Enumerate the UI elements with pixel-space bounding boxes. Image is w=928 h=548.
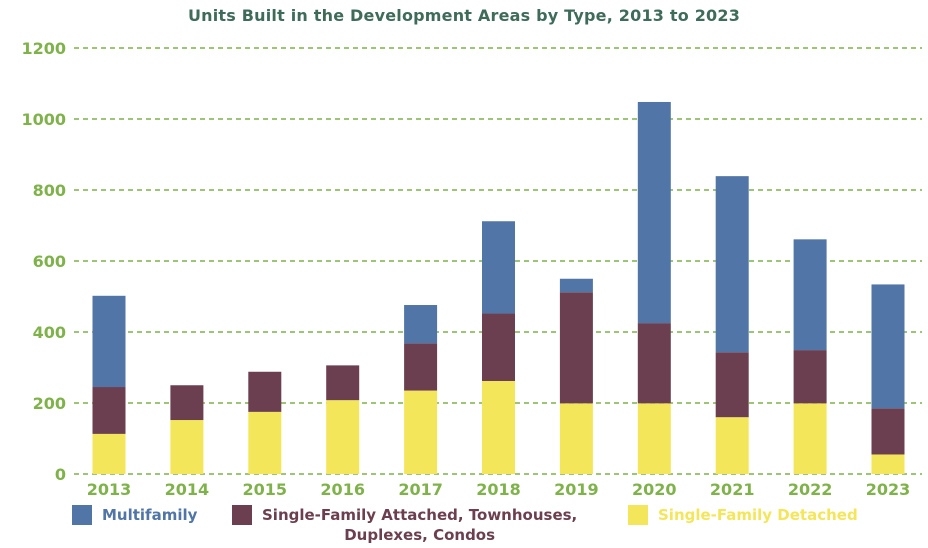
bar-segment — [326, 400, 360, 474]
bar-segment — [559, 278, 593, 293]
bar-segment — [482, 380, 515, 474]
x-tick-label: 2016 — [320, 480, 365, 499]
y-tick-label: 1000 — [21, 110, 66, 129]
bar-segment — [248, 371, 282, 412]
legend-swatch-multifamily — [72, 505, 92, 525]
legend-item-multifamily: Multifamily — [72, 505, 197, 525]
bar-segment — [793, 239, 827, 351]
y-tick-label: 600 — [33, 252, 66, 271]
x-tick-label: 2014 — [165, 480, 210, 499]
x-tick-label: 2015 — [243, 480, 288, 499]
bar-segment — [170, 385, 204, 421]
bar-segment — [715, 352, 749, 418]
bar-segment — [637, 101, 671, 324]
x-tick-label: 2018 — [476, 480, 521, 499]
bar-segment — [92, 387, 126, 434]
bar-segment — [559, 403, 593, 474]
y-tick-label: 0 — [55, 465, 66, 484]
bar-segment — [248, 411, 282, 474]
legend-label-line-1: Single-Family Attached, Townhouses, — [262, 506, 578, 524]
bar-segment — [404, 390, 438, 474]
bar-segment — [793, 350, 827, 404]
legend-swatch-single-family-attached — [232, 505, 252, 525]
bar-segment — [871, 284, 905, 409]
x-tick-labels: 2013 2014 2015 2016 2017 2018 2019 2020 2021 2022… — [87, 480, 911, 499]
x-tick-label: 2017 — [398, 480, 443, 499]
x-tick-label: 2020 — [632, 480, 677, 499]
y-tick-label: 400 — [33, 323, 66, 342]
x-tick-label: 2019 — [554, 480, 599, 499]
x-tick-label: 2023 — [866, 480, 911, 499]
y-tick-label: 1200 — [21, 39, 66, 58]
legend-item-single-family-detached: Single-Family Detached — [628, 505, 858, 525]
chart-legend: Multifamily Single-Family Attached, Town… — [0, 505, 928, 548]
bar-segment — [404, 305, 438, 344]
bar-segment — [404, 343, 438, 391]
chart-title: Units Built in the Development Areas by … — [187, 6, 741, 25]
bar-segment — [92, 433, 126, 474]
legend-swatch-single-family-detached — [628, 505, 648, 525]
bar-segment — [871, 454, 905, 474]
legend-label-line-2: Duplexes, Condos — [344, 526, 496, 544]
bar-segment — [637, 323, 671, 404]
y-tick-label: 200 — [33, 394, 66, 413]
y-tick-labels: 0 200 400 600 800 1000 1200 — [21, 39, 66, 484]
bar-segment — [482, 313, 515, 381]
y-tick-label: 800 — [33, 181, 66, 200]
x-tick-label: 2021 — [710, 480, 755, 499]
bar-segment — [482, 221, 515, 314]
bar-segment — [871, 408, 905, 455]
x-tick-label: 2022 — [788, 480, 833, 499]
x-tick-label: 2013 — [87, 480, 132, 499]
legend-label-single-family-detached: Single-Family Detached — [658, 506, 858, 524]
bars — [92, 101, 905, 474]
legend-item-single-family-attached: Single-Family Attached, Townhouses, Dupl… — [232, 505, 577, 545]
bar-segment — [170, 420, 204, 474]
bar-segment — [715, 176, 749, 353]
legend-label-multifamily: Multifamily — [102, 506, 198, 524]
bar-segment — [715, 417, 749, 474]
bar-segment — [559, 292, 593, 404]
legend-label-single-family-attached: Single-Family Attached, Townhouses, Dupl… — [262, 505, 577, 545]
bar-segment — [92, 295, 126, 388]
bar-segment — [793, 403, 827, 474]
bar-segment — [326, 365, 360, 401]
bar-segment — [637, 403, 671, 474]
